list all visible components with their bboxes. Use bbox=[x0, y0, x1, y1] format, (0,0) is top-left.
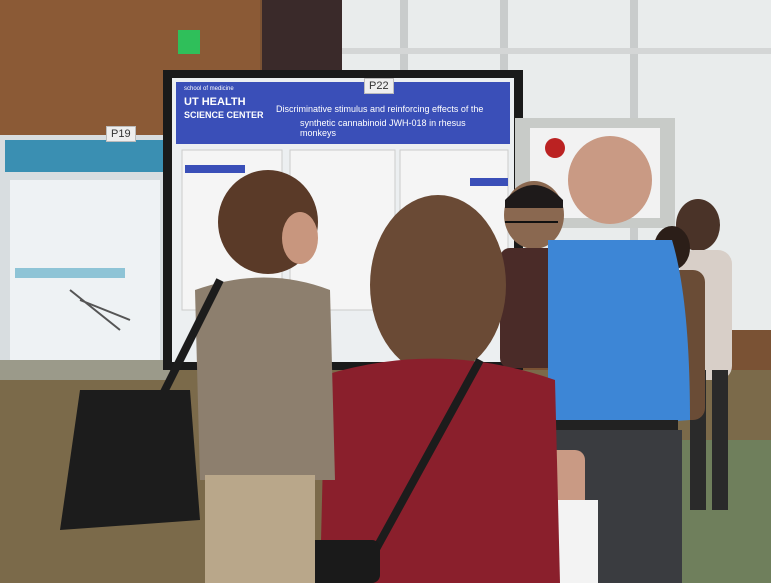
poster-section-bar-1 bbox=[185, 165, 245, 173]
board-number-center: P22 bbox=[364, 78, 394, 94]
right-poster-logo bbox=[545, 138, 565, 158]
window-frame-1 bbox=[400, 0, 408, 110]
board-number-left: P19 bbox=[106, 126, 136, 142]
window-frame-2 bbox=[500, 0, 508, 120]
poster-title-line1: Discriminative stimulus and reinforcing … bbox=[276, 104, 484, 114]
center-poster-header bbox=[176, 82, 510, 144]
red-woman-hair bbox=[370, 195, 506, 375]
poster-title-line2: synthetic cannabinoid JWH-018 in rhesus … bbox=[300, 118, 466, 138]
left-poster-bar bbox=[15, 268, 125, 278]
left-poster-diagram bbox=[69, 289, 131, 331]
shoulder-strap bbox=[366, 358, 484, 562]
bald-man-belt bbox=[548, 420, 678, 430]
red-woman-bag bbox=[300, 540, 380, 583]
poster-section-bar-2 bbox=[470, 178, 508, 186]
bag-strap bbox=[156, 278, 224, 402]
patterned-woman-face bbox=[282, 212, 318, 264]
bald-man-shirt bbox=[548, 240, 690, 430]
person-bg-leg-2 bbox=[712, 370, 728, 510]
glasses-man-hair bbox=[505, 185, 563, 208]
black-shoulder-bag bbox=[60, 390, 200, 530]
exit-sign bbox=[178, 30, 200, 54]
window-rail bbox=[342, 48, 771, 54]
patterned-woman-pants bbox=[205, 475, 315, 583]
poster-logo-top: school of medicine bbox=[184, 86, 234, 92]
patterned-woman-top bbox=[195, 277, 335, 480]
left-board-base bbox=[0, 360, 170, 380]
red-woman-top bbox=[320, 358, 560, 583]
poster-logo-line2: SCIENCE CENTER bbox=[184, 110, 264, 120]
left-poster-header bbox=[5, 140, 165, 172]
poster-logo-line1: UT HEALTH bbox=[184, 96, 246, 108]
bald-man-head bbox=[568, 136, 652, 224]
